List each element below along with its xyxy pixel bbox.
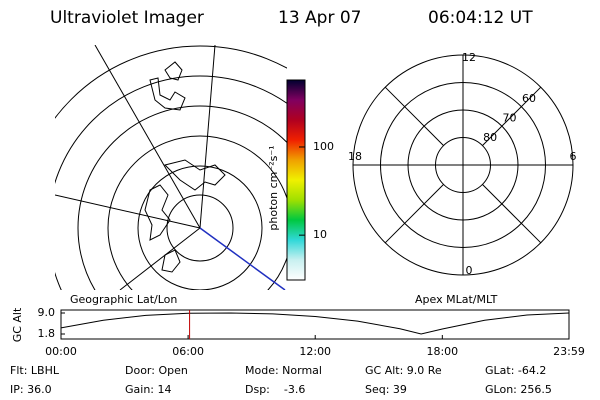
info-field: GC Alt: 9.0 Re <box>365 364 442 377</box>
date: 13 Apr 07 <box>278 8 361 28</box>
y-tick-label: 1.8 <box>38 327 56 340</box>
instrument: Ultraviolet Imager <box>50 8 204 28</box>
colorbar-label: photon cm⁻²s⁻¹ <box>267 145 280 230</box>
colorbar <box>286 79 306 281</box>
altitude-line <box>60 312 570 335</box>
info-field: GLon: 256.5 <box>485 383 552 396</box>
x-tick-label: 23:59 <box>553 345 585 358</box>
mlt-label: 18 <box>348 150 362 163</box>
geo-label: Geographic Lat/Lon <box>70 293 177 306</box>
lat-label: 60 <box>522 92 536 105</box>
x-tick-label: 12:00 <box>299 345 331 358</box>
mlt-label: 0 <box>466 264 473 277</box>
info-field: IP: 36.0 <box>10 383 52 396</box>
lat-ring <box>435 137 491 193</box>
x-tick-label: 06:00 <box>172 345 204 358</box>
x-tick-label: 00:00 <box>45 345 77 358</box>
plot-frame <box>60 309 570 340</box>
mlt-label: 12 <box>462 51 476 64</box>
lat-label: 80 <box>483 131 497 144</box>
info-field: GLat: -64.2 <box>485 364 546 377</box>
polar-grid <box>353 55 573 275</box>
lat-ring <box>380 82 546 248</box>
y-label: GC Alt <box>11 307 24 342</box>
lat-ring <box>407 109 519 221</box>
info-field: Flt: LBHL <box>10 364 60 377</box>
info-field: Mode: Normal <box>245 364 322 377</box>
time: 06:04:12 UT <box>428 8 533 28</box>
x-tick-label: 18:00 <box>426 345 458 358</box>
colorbar-tick-label: 100 <box>313 140 334 153</box>
y-tick-label: 9.0 <box>38 306 56 319</box>
mlt-label: 6 <box>570 150 577 163</box>
info-field: Dsp: -3.6 <box>245 383 305 396</box>
info-field: Gain: 14 <box>125 383 172 396</box>
lat-label: 70 <box>503 111 517 124</box>
geo-map <box>55 45 287 290</box>
info-field: Seq: 39 <box>365 383 407 396</box>
info-field: Door: Open <box>125 364 188 377</box>
lat-ring <box>352 54 574 276</box>
polar-label: Apex MLat/MLT <box>415 293 498 306</box>
colorbar-tick-label: 10 <box>313 228 327 241</box>
